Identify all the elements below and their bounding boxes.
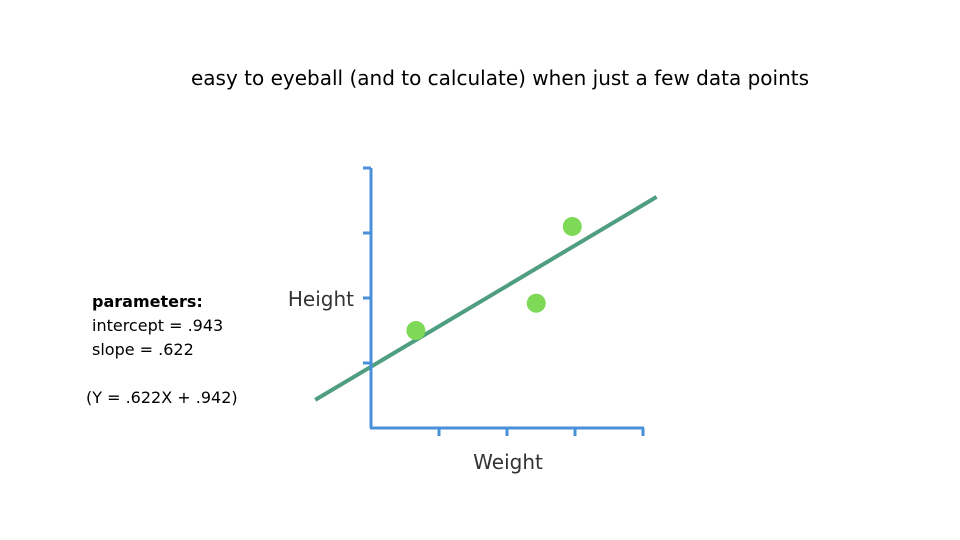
equation-text: (Y = .622X + .942) <box>86 388 238 407</box>
parameters-heading: parameters: <box>92 292 203 311</box>
data-point <box>526 293 546 313</box>
data-point <box>406 321 426 340</box>
slope-text: slope = .622 <box>92 340 194 359</box>
data-point <box>562 217 582 236</box>
parameters-block: parameters: intercept = .943 slope = .62… <box>92 290 223 362</box>
intercept-text: intercept = .943 <box>92 316 224 335</box>
y-axis-label: Height <box>288 287 354 311</box>
x-axis-label: Weight <box>473 450 543 474</box>
slide-title: easy to eyeball (and to calculate) when … <box>190 66 810 90</box>
